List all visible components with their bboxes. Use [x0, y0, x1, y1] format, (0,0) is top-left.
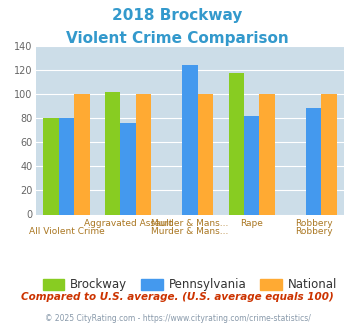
Bar [306, 108, 321, 214]
Bar [120, 123, 136, 214]
Text: Robbery: Robbery [295, 219, 332, 228]
Text: Aggravated Assault: Aggravated Assault [84, 219, 173, 228]
Text: Robbery: Robbery [295, 226, 332, 236]
Text: Compared to U.S. average. (U.S. average equals 100): Compared to U.S. average. (U.S. average … [21, 292, 334, 302]
Text: Murder & Mans...: Murder & Mans... [151, 219, 229, 228]
Bar [105, 92, 120, 214]
Text: All Violent Crime: All Violent Crime [28, 226, 104, 236]
Text: Murder & Mans...: Murder & Mans... [151, 226, 229, 236]
Bar [244, 116, 260, 214]
Bar [182, 65, 198, 214]
Text: 2018 Brockway: 2018 Brockway [112, 8, 243, 23]
Bar [229, 73, 244, 214]
Bar [74, 94, 89, 214]
Bar [321, 94, 337, 214]
Text: Violent Crime Comparison: Violent Crime Comparison [66, 31, 289, 46]
Bar [260, 94, 275, 214]
Bar [136, 94, 151, 214]
Bar [59, 118, 74, 214]
Bar [198, 94, 213, 214]
Text: © 2025 CityRating.com - https://www.cityrating.com/crime-statistics/: © 2025 CityRating.com - https://www.city… [45, 314, 310, 323]
Text: Rape: Rape [240, 219, 263, 228]
Bar [43, 118, 59, 214]
Legend: Brockway, Pennsylvania, National: Brockway, Pennsylvania, National [38, 274, 342, 296]
